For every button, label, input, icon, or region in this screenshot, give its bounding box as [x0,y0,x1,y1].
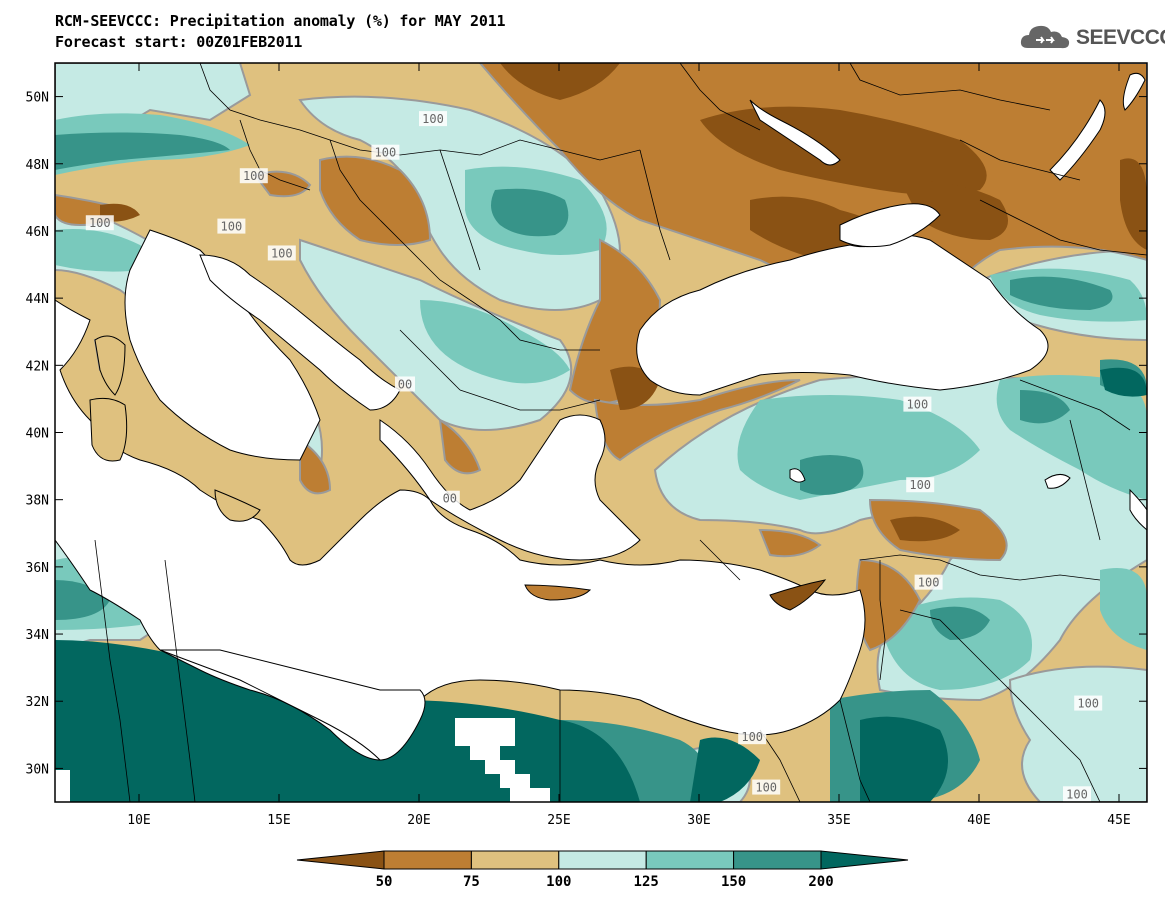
forecast-start-label: Forecast start: 00Z01FEB2011 [55,33,303,51]
contour-label: 100 [918,576,940,590]
contour-label: 100 [741,730,763,744]
field-50-75 [55,63,1147,652]
colorbar-level-label: 125 [634,874,659,890]
contour-label: 00 [443,492,457,506]
lon-tick-label: 10E [127,813,150,828]
contour-label-bg [439,490,460,506]
colorbar-low-triangle [296,850,385,870]
lat-tick-label: 34N [26,628,49,643]
field-below-50 [100,63,1147,542]
lon-tick-label: 45E [1107,813,1130,828]
contour-label-bg [1063,786,1091,802]
contour-label-bg [914,574,943,590]
map-field: 100 100 100 100 100 100 00 00 100 100 100 100 100 100… [55,63,1147,802]
lon-tick-label: 30E [687,813,710,828]
contour-label: 00 [398,377,412,391]
colorbar-level-label: 200 [808,874,833,890]
contour-label-bg [738,729,767,745]
lon-tick-label: 15E [267,813,290,828]
latitude-axis: 50N 48N 46N 44N 42N 40N 38N 36N 34N 32N 30N [26,91,1147,777]
lat-tick-label: 38N [26,494,49,509]
contour-label-bg [419,111,447,127]
contour-label-bg [903,396,932,412]
lat-tick-label: 46N [26,225,49,240]
colorbar-high-triangle [820,850,909,870]
islands [89,335,827,611]
contour-label-bg [267,245,296,261]
lat-tick-label: 48N [26,158,49,173]
country-borders [94,63,1147,802]
field-125-150 [55,113,1147,690]
colorbar-segment [645,850,735,870]
colorbar-segment [470,850,560,870]
contour-label-bg [1074,695,1103,711]
colorbar-segment [383,850,472,870]
lat-tick-label: 42N [26,359,49,374]
contour-label: 100 [221,220,243,234]
contour-label-bg [217,218,246,234]
colorbar: 50 75 100 125 150 200 [296,850,909,890]
lat-tick-label: 30N [26,762,49,777]
lat-tick-label: 32N [26,695,49,710]
no-data-areas [55,718,550,802]
contour-label-bg [395,376,415,392]
longitude-axis: 10E 15E 20E 25E 30E 35E 40E 45E [127,63,1131,828]
lat-tick-label: 40N [26,427,49,442]
lon-tick-label: 40E [967,813,990,828]
lat-tick-label: 44N [26,292,49,307]
contour-label: 100 [909,478,931,492]
contour-label: 100 [89,216,111,230]
colorbar-segment [558,850,647,870]
chart-title: RCM-SEEVCCC: Precipitation anomaly (%) f… [55,12,506,30]
contour-label: 100 [422,112,444,126]
contour-label-bg [752,779,781,795]
contour-label: 100 [907,398,929,412]
contour-label: 100 [755,781,777,795]
contour-labels: 100 100 100 100 100 100 00 00 100 100 100 100 100 100… [85,111,1103,802]
colorbar-level-label: 100 [546,874,571,890]
colorbar-level-label: 75 [463,874,480,890]
lat-tick-label: 36N [26,561,49,576]
logo-text: SEEVCCC [1076,26,1165,49]
contour-label: 100 [1066,787,1088,801]
colorbar-level-label: 150 [721,874,746,890]
lon-tick-label: 35E [827,813,850,828]
lon-tick-label: 20E [407,813,430,828]
colorbar-level-label: 50 [376,874,393,890]
contour-label: 100 [1077,697,1099,711]
lon-tick-label: 25E [547,813,570,828]
contour-label: 100 [375,146,397,160]
contour-label-bg [239,168,268,184]
colorbar-segment [733,850,822,870]
contour-label: 100 [271,246,293,260]
sea-mask [55,72,1147,761]
seevccc-logo: SEEVCCC [1018,20,1165,56]
contour-label-bg [906,477,935,493]
contour-label-bg [371,144,400,160]
contour-label-bg [85,215,114,231]
cloud-icon [1020,25,1070,49]
lat-tick-label: 50N [26,91,49,106]
contour-label: 100 [243,169,265,183]
